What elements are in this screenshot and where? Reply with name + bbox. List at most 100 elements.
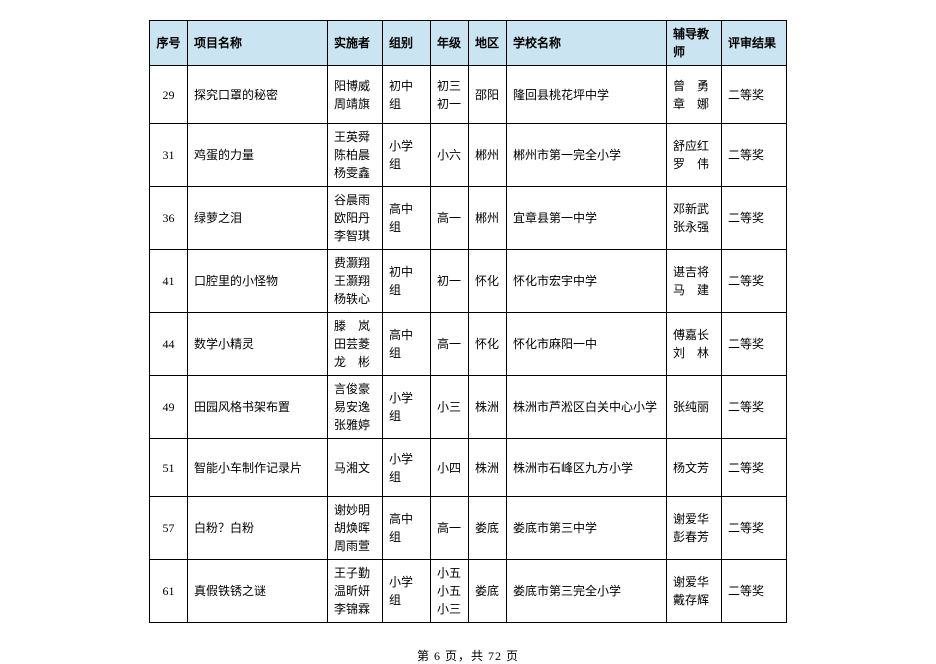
cell-teacher: 张纯丽 xyxy=(667,376,722,439)
cell-seq: 29 xyxy=(150,66,188,124)
page-root: 序号 项目名称 实施者 组别 年级 地区 学校名称 辅导教师 评审结果 29探究… xyxy=(0,0,936,662)
cell-school: 娄底市第三中学 xyxy=(507,497,667,560)
cell-grade: 高一 xyxy=(431,497,469,560)
cell-implementers: 谢妙明胡焕晖周雨萱 xyxy=(328,497,383,560)
table-row: 41口腔里的小怪物费灏翔王灏翔杨轶心初中组初一怀化怀化市宏宇中学谌吉将马 建二等… xyxy=(150,250,787,313)
cell-result: 二等奖 xyxy=(722,124,787,187)
cell-group: 高中组 xyxy=(383,497,431,560)
cell-result: 二等奖 xyxy=(722,250,787,313)
cell-teacher: 杨文芳 xyxy=(667,439,722,497)
cell-grade: 高一 xyxy=(431,187,469,250)
cell-result: 二等奖 xyxy=(722,560,787,623)
cell-seq: 41 xyxy=(150,250,188,313)
cell-seq: 36 xyxy=(150,187,188,250)
table-body: 29探究口罩的秘密阳博威周靖旗初中组初三初一邵阳隆回县桃花坪中学曾 勇章 娜二等… xyxy=(150,66,787,623)
cell-teacher: 舒应红罗 伟 xyxy=(667,124,722,187)
cell-name: 真假铁锈之谜 xyxy=(188,560,328,623)
cell-implementers: 滕 岚田芸菱龙 彬 xyxy=(328,313,383,376)
cell-group: 初中组 xyxy=(383,66,431,124)
cell-implementers: 马湘文 xyxy=(328,439,383,497)
cell-grade: 小三 xyxy=(431,376,469,439)
cell-region: 株洲 xyxy=(469,376,507,439)
cell-result: 二等奖 xyxy=(722,313,787,376)
cell-result: 二等奖 xyxy=(722,66,787,124)
cell-result: 二等奖 xyxy=(722,376,787,439)
cell-name: 鸡蛋的力量 xyxy=(188,124,328,187)
table-row: 36绿萝之泪谷晨雨欧阳丹李智琪高中组高一郴州宜章县第一中学邓新武张永强二等奖 xyxy=(150,187,787,250)
table-row: 61真假铁锈之谜王子勤温昕妍李锦霖小学组小五小五小三娄底娄底市第三完全小学谢爱华… xyxy=(150,560,787,623)
cell-result: 二等奖 xyxy=(722,439,787,497)
cell-group: 高中组 xyxy=(383,313,431,376)
cell-name: 口腔里的小怪物 xyxy=(188,250,328,313)
cell-teacher: 傅嘉长刘 林 xyxy=(667,313,722,376)
cell-teacher: 谌吉将马 建 xyxy=(667,250,722,313)
table-row: 29探究口罩的秘密阳博威周靖旗初中组初三初一邵阳隆回县桃花坪中学曾 勇章 娜二等… xyxy=(150,66,787,124)
pager: 第 6 页，共 72 页 xyxy=(0,647,936,664)
table-row: 31鸡蛋的力量王英舜陈柏晨杨雯鑫小学组小六郴州郴州市第一完全小学舒应红罗 伟二等… xyxy=(150,124,787,187)
header-region: 地区 xyxy=(469,21,507,66)
cell-teacher: 谢爱华彭春芳 xyxy=(667,497,722,560)
cell-name: 绿萝之泪 xyxy=(188,187,328,250)
header-result: 评审结果 xyxy=(722,21,787,66)
cell-group: 小学组 xyxy=(383,124,431,187)
cell-grade: 小六 xyxy=(431,124,469,187)
cell-seq: 61 xyxy=(150,560,188,623)
cell-school: 株洲市芦淞区白关中心小学 xyxy=(507,376,667,439)
cell-seq: 51 xyxy=(150,439,188,497)
cell-group: 小学组 xyxy=(383,439,431,497)
cell-seq: 57 xyxy=(150,497,188,560)
cell-teacher: 邓新武张永强 xyxy=(667,187,722,250)
cell-teacher: 曾 勇章 娜 xyxy=(667,66,722,124)
header-implementers: 实施者 xyxy=(328,21,383,66)
cell-name: 探究口罩的秘密 xyxy=(188,66,328,124)
cell-school: 郴州市第一完全小学 xyxy=(507,124,667,187)
cell-name: 数学小精灵 xyxy=(188,313,328,376)
cell-name: 白粉？白粉 xyxy=(188,497,328,560)
header-seq: 序号 xyxy=(150,21,188,66)
cell-region: 怀化 xyxy=(469,250,507,313)
cell-seq: 49 xyxy=(150,376,188,439)
cell-group: 小学组 xyxy=(383,560,431,623)
header-name: 项目名称 xyxy=(188,21,328,66)
header-teacher: 辅导教师 xyxy=(667,21,722,66)
data-table: 序号 项目名称 实施者 组别 年级 地区 学校名称 辅导教师 评审结果 29探究… xyxy=(149,20,787,623)
cell-school: 娄底市第三完全小学 xyxy=(507,560,667,623)
header-row: 序号 项目名称 实施者 组别 年级 地区 学校名称 辅导教师 评审结果 xyxy=(150,21,787,66)
cell-region: 郴州 xyxy=(469,124,507,187)
cell-implementers: 阳博威周靖旗 xyxy=(328,66,383,124)
cell-implementers: 谷晨雨欧阳丹李智琪 xyxy=(328,187,383,250)
cell-result: 二等奖 xyxy=(722,187,787,250)
cell-teacher: 谢爱华戴存辉 xyxy=(667,560,722,623)
table-row: 51智能小车制作记录片马湘文小学组小四株洲株洲市石峰区九方小学杨文芳二等奖 xyxy=(150,439,787,497)
cell-implementers: 王子勤温昕妍李锦霖 xyxy=(328,560,383,623)
cell-name: 智能小车制作记录片 xyxy=(188,439,328,497)
cell-grade: 高一 xyxy=(431,313,469,376)
cell-implementers: 王英舜陈柏晨杨雯鑫 xyxy=(328,124,383,187)
cell-region: 株洲 xyxy=(469,439,507,497)
cell-group: 小学组 xyxy=(383,376,431,439)
cell-name: 田园风格书架布置 xyxy=(188,376,328,439)
cell-school: 隆回县桃花坪中学 xyxy=(507,66,667,124)
cell-grade: 初一 xyxy=(431,250,469,313)
cell-group: 初中组 xyxy=(383,250,431,313)
cell-group: 高中组 xyxy=(383,187,431,250)
cell-school: 宜章县第一中学 xyxy=(507,187,667,250)
table-row: 49田园风格书架布置言俊豪易安逸张雅婷小学组小三株洲株洲市芦淞区白关中心小学张纯… xyxy=(150,376,787,439)
cell-region: 娄底 xyxy=(469,497,507,560)
cell-grade: 小四 xyxy=(431,439,469,497)
table-row: 57白粉？白粉谢妙明胡焕晖周雨萱高中组高一娄底娄底市第三中学谢爱华彭春芳二等奖 xyxy=(150,497,787,560)
cell-implementers: 言俊豪易安逸张雅婷 xyxy=(328,376,383,439)
cell-grade: 初三初一 xyxy=(431,66,469,124)
cell-seq: 31 xyxy=(150,124,188,187)
cell-school: 怀化市麻阳一中 xyxy=(507,313,667,376)
cell-region: 邵阳 xyxy=(469,66,507,124)
cell-region: 娄底 xyxy=(469,560,507,623)
cell-school: 怀化市宏宇中学 xyxy=(507,250,667,313)
table-head: 序号 项目名称 实施者 组别 年级 地区 学校名称 辅导教师 评审结果 xyxy=(150,21,787,66)
cell-seq: 44 xyxy=(150,313,188,376)
header-school: 学校名称 xyxy=(507,21,667,66)
header-group: 组别 xyxy=(383,21,431,66)
header-grade: 年级 xyxy=(431,21,469,66)
cell-region: 怀化 xyxy=(469,313,507,376)
cell-grade: 小五小五小三 xyxy=(431,560,469,623)
